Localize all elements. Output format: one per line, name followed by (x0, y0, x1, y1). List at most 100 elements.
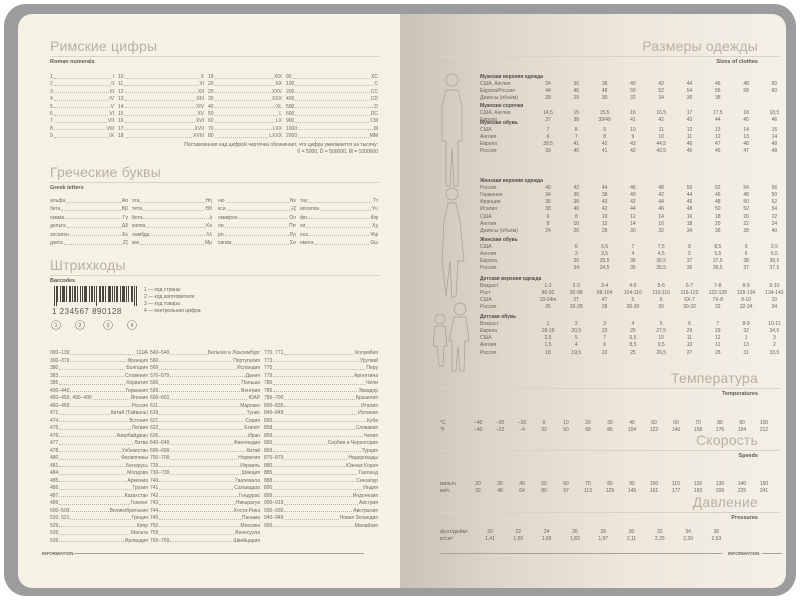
list-item: 480 Филиппины (50, 455, 148, 461)
item-value: Австрия (358, 500, 378, 506)
item-value: Кипр (136, 522, 148, 529)
item-value: Греция (131, 515, 148, 521)
size-cell: 35,5 (656, 265, 667, 272)
barcode-bar (77, 286, 78, 302)
size-cell: 5,5 (714, 251, 722, 258)
item-value: Σσ (289, 240, 296, 246)
list-item: 25 XXV (208, 89, 282, 95)
list-item: 619 Тунис (150, 410, 260, 416)
size-row-label: США (480, 213, 492, 220)
size-cell: 11 (658, 127, 664, 134)
item-key: 955 (264, 522, 273, 529)
list-item: 7 VII (50, 118, 114, 124)
size-cell: 42 (601, 141, 608, 148)
size-cell: 26-28 (569, 304, 583, 311)
item-value: Тунис (246, 410, 260, 416)
size-cell: 1-2 (544, 283, 552, 290)
leader-dots (238, 215, 289, 220)
size-cell: 46 (715, 81, 721, 88)
item-key: 8 (50, 125, 53, 132)
list-item: 740 Гватемала (150, 478, 260, 484)
item-value: D (374, 103, 378, 110)
list-item: 899 Индонезия (264, 493, 378, 499)
conversion-cell: −4 (519, 427, 525, 433)
item-key: 30 (208, 96, 214, 103)
size-cell: 50 (686, 185, 693, 192)
conversion-cell: 32 (657, 529, 663, 535)
size-cell: 10 (658, 335, 664, 342)
leader-dots (59, 455, 121, 460)
leader-dots (284, 395, 355, 400)
list-item: 385 Хорватия (50, 380, 148, 386)
item-value: LX (275, 118, 282, 125)
barcode-bar (96, 286, 97, 306)
barcode-bar (60, 286, 61, 302)
leader-dots (59, 478, 127, 482)
size-cell: 37,5 (712, 258, 723, 265)
leader-dots (273, 388, 358, 392)
list-item: 476 Азербайджан (50, 433, 148, 439)
size-cell: 38 (601, 192, 608, 199)
size-cell: 43 (630, 141, 636, 148)
size-cell: 2T (573, 297, 580, 304)
size-cell: 5-6 (657, 283, 665, 290)
size-cell: 2 (773, 342, 776, 349)
size-cell: 3,5 (601, 251, 609, 258)
size-cell: 34,5 (769, 328, 780, 335)
size-cell: 49 (771, 141, 778, 148)
barcode-bar (112, 286, 113, 302)
size-cell: 31 (743, 349, 749, 356)
list-item: йота Ιι (132, 215, 212, 221)
leader-dots (70, 508, 109, 512)
list-item: 10 X (118, 74, 204, 80)
item-value: Латвия (131, 425, 148, 431)
size-section-heading: Мужская обувь (480, 120, 518, 126)
leader-dots (159, 463, 240, 467)
item-key: 779 (264, 372, 273, 379)
leader-dots (53, 96, 109, 101)
size-cell: 18 (715, 213, 721, 220)
leader-dots (53, 133, 109, 138)
size-row-label: Возраст (480, 321, 499, 328)
item-value: IX (109, 133, 114, 140)
item-value: LXX (272, 125, 282, 132)
size-cell: 11 (715, 342, 721, 349)
item-key: ламбда (132, 231, 150, 238)
size-cell: 10 (630, 127, 636, 134)
size-cell: 25 (630, 349, 636, 356)
conversion-cell: 110 (672, 481, 680, 487)
item-value: Дания (245, 372, 260, 379)
leader-dots (284, 410, 358, 415)
leader-dots (224, 232, 289, 237)
item-key: 1000 (286, 125, 298, 132)
list-item: 745 Панама (150, 515, 260, 521)
item-value: Ωω (370, 240, 378, 246)
leader-dots (309, 232, 370, 237)
leader-dots (159, 500, 235, 505)
item-value: III (109, 88, 114, 95)
list-item: пи Ππ (218, 223, 296, 229)
conversion-cell: 212 (759, 427, 769, 433)
leader-dots (150, 232, 206, 237)
item-value: Гонконг (130, 500, 148, 506)
barcode-bar (110, 286, 111, 302)
list-item: 900–919 Австрия (264, 500, 378, 506)
leader-dots (66, 198, 121, 203)
list-item: омега Ωω (300, 240, 378, 246)
item-key: 730–739 (150, 470, 170, 476)
size-cell: 36 (715, 227, 721, 234)
leader-dots (273, 463, 345, 467)
item-key: дзета (50, 240, 63, 246)
size-cell: 20 (743, 213, 749, 220)
barcode-legend-item: 4 — контрольная цифра (144, 308, 201, 314)
leader-dots (70, 515, 131, 520)
size-cell: 42 (658, 81, 664, 88)
item-value: Сирия (245, 417, 260, 424)
size-cell: 32 (743, 328, 749, 335)
item-key: 540–549 (150, 350, 170, 356)
leader-dots (307, 215, 370, 220)
size-cell: 6 (546, 213, 550, 220)
leader-dots (70, 388, 125, 392)
size-cell: 6 (744, 251, 748, 258)
list-item: 487 Казахстан (50, 493, 148, 499)
